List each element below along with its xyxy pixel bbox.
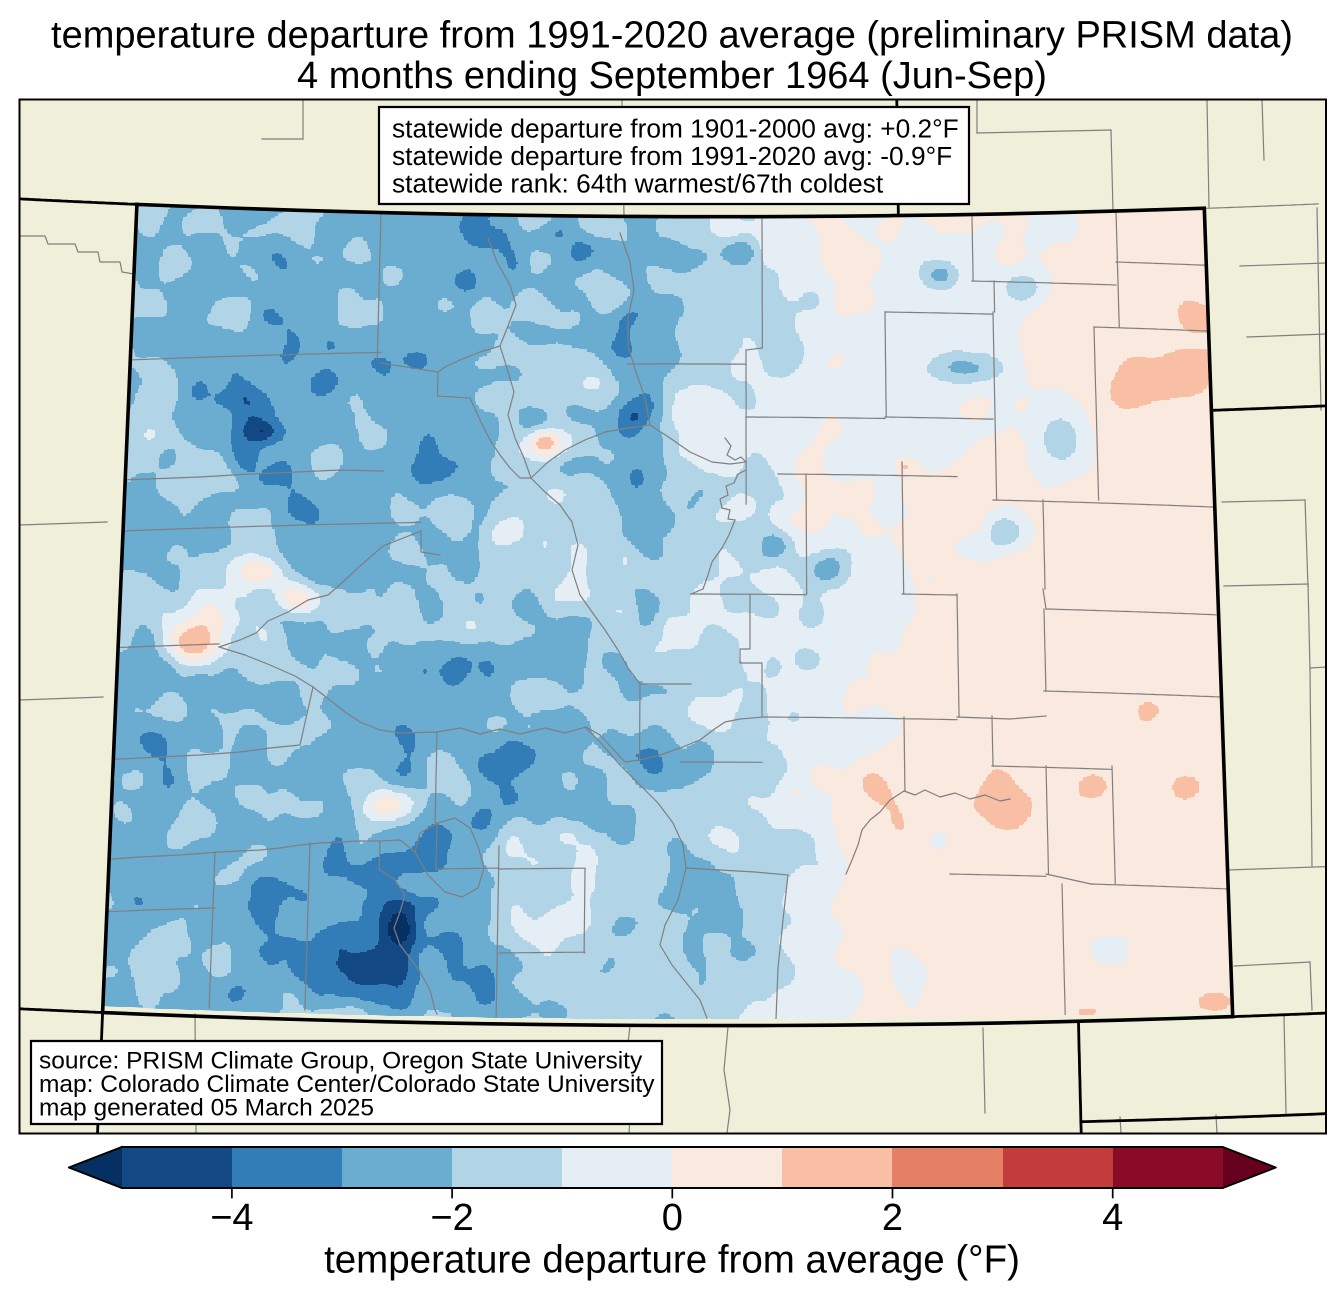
svg-text:statewide departure from 1991-: statewide departure from 1991-2020 avg: … xyxy=(392,141,952,171)
svg-text:map: Colorado Climate Center/C: map: Colorado Climate Center/Colorado St… xyxy=(39,1071,655,1098)
svg-text:statewide rank: 64th warmest/6: statewide rank: 64th warmest/67th coldes… xyxy=(392,169,884,199)
svg-text:0: 0 xyxy=(662,1197,683,1239)
svg-text:−4: −4 xyxy=(210,1197,253,1239)
svg-text:temperature departure from ave: temperature departure from average (°F) xyxy=(324,1239,1020,1282)
svg-text:4: 4 xyxy=(1102,1197,1123,1239)
svg-text:statewide departure from 1901-: statewide departure from 1901-2000 avg: … xyxy=(392,114,959,144)
svg-text:−2: −2 xyxy=(430,1197,473,1239)
svg-text:source: PRISM Climate Group, O: source: PRISM Climate Group, Oregon Stat… xyxy=(39,1048,643,1075)
svg-text:temperature departure from 199: temperature departure from 1991-2020 ave… xyxy=(51,15,1293,57)
svg-text:map generated 05 March 2025: map generated 05 March 2025 xyxy=(39,1095,374,1122)
svg-text:2: 2 xyxy=(882,1197,903,1239)
svg-text:4 months ending September 1964: 4 months ending September 1964 (Jun-Sep) xyxy=(297,55,1047,97)
